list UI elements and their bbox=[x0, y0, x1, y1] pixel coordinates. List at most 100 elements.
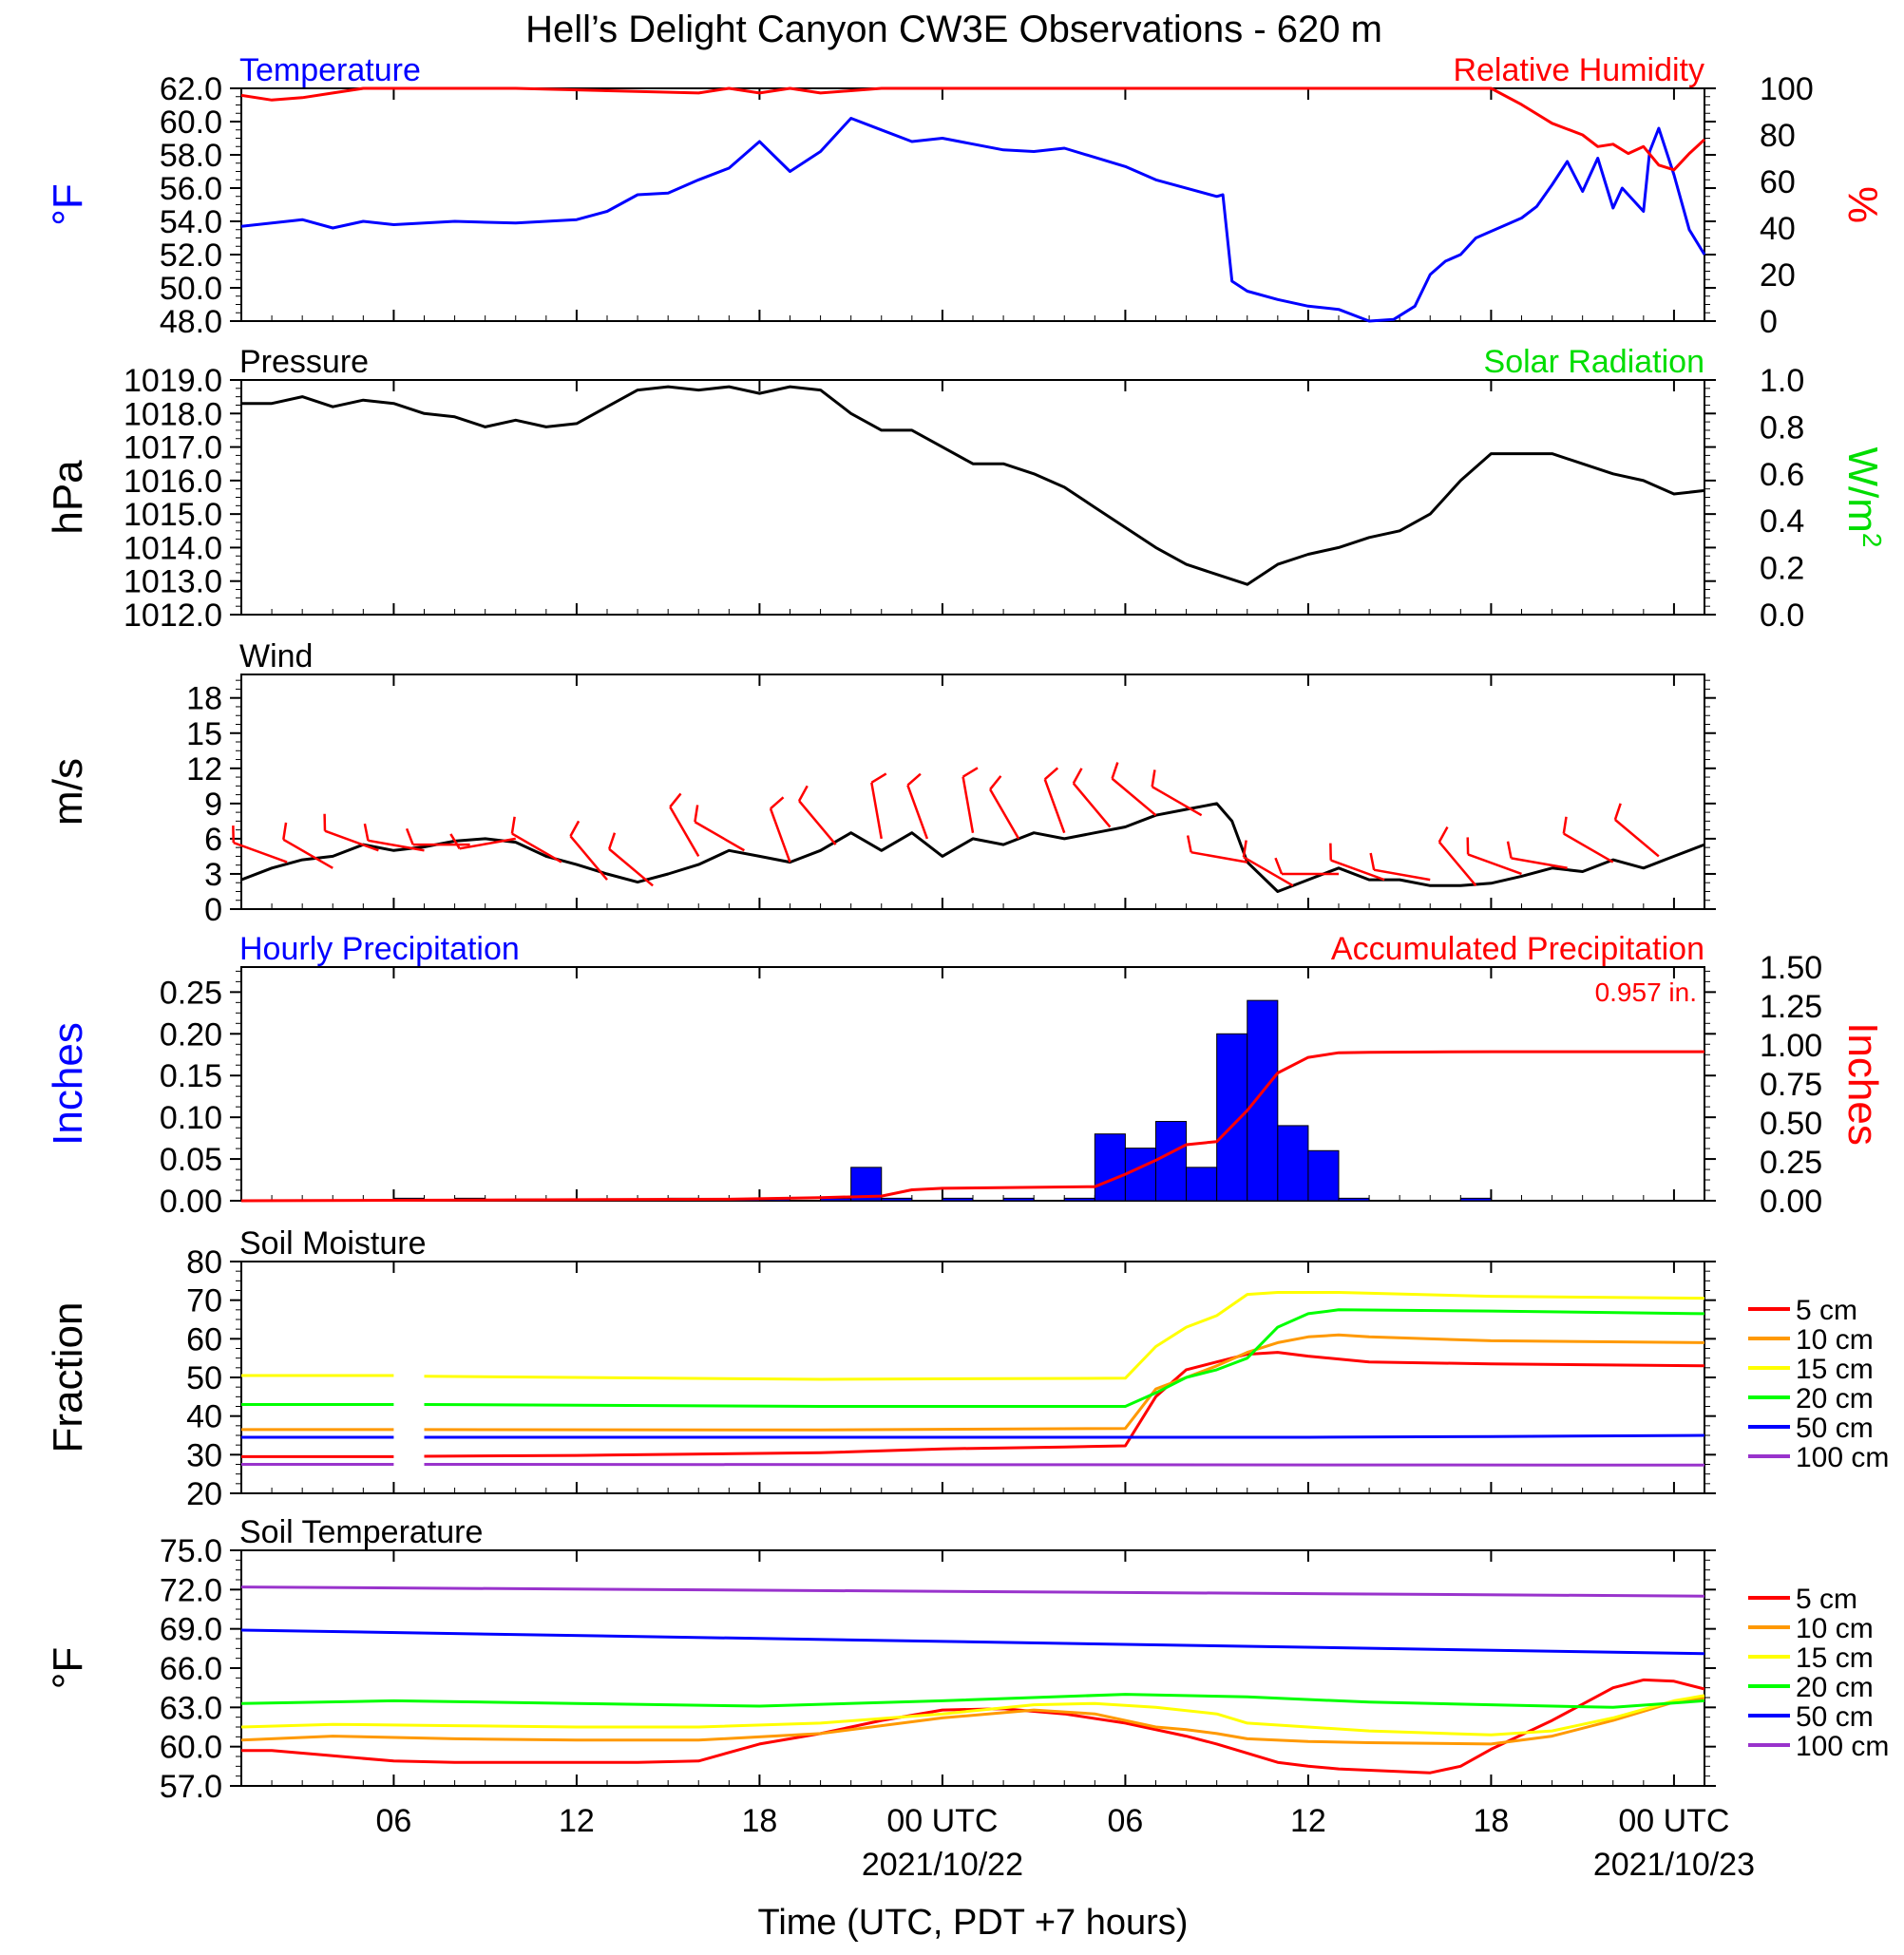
series-line-15-cm bbox=[240, 1694, 1705, 1737]
wind-barb-flag bbox=[870, 772, 887, 784]
wind-barb-flag bbox=[1438, 826, 1449, 843]
y-tick-label: 1013.0 bbox=[124, 564, 222, 600]
y-axis-label: °F bbox=[45, 1647, 91, 1689]
y-tick-label: 6 bbox=[204, 822, 222, 858]
y-tick-label: 63.0 bbox=[160, 1690, 222, 1726]
y-tick-label: 60.0 bbox=[160, 1730, 222, 1766]
wind-barb-flag bbox=[669, 792, 682, 808]
y2-axis-label: W/m2 bbox=[1839, 447, 1888, 548]
y2-tick-label: 1.25 bbox=[1760, 989, 1822, 1025]
x-tick-label: 18 bbox=[1474, 1803, 1510, 1839]
wind-barb-flag bbox=[1613, 803, 1622, 821]
wind-barb bbox=[906, 785, 929, 840]
y-tick-label: 0.05 bbox=[160, 1142, 222, 1178]
wind-barb-flag bbox=[569, 820, 581, 837]
x-tick-label: 06 bbox=[376, 1803, 412, 1839]
y2-tick-label: 1.00 bbox=[1760, 1028, 1822, 1064]
wind-barb bbox=[282, 838, 333, 869]
wind-barb bbox=[798, 800, 837, 845]
y-tick-label: 69.0 bbox=[160, 1612, 222, 1648]
wind-barb bbox=[1511, 857, 1568, 870]
precip-bar bbox=[1155, 1121, 1188, 1202]
plot-frame bbox=[240, 379, 1705, 616]
legend-label: 100 cm bbox=[1796, 1731, 1889, 1762]
y2-tick-label: 0.50 bbox=[1760, 1106, 1822, 1142]
y-tick-label: 3 bbox=[204, 857, 222, 893]
y-tick-label: 50.0 bbox=[160, 271, 222, 307]
y2-axis-label: % bbox=[1839, 186, 1886, 223]
wind-barb-flag bbox=[1562, 816, 1568, 834]
y-axis-label: Fraction bbox=[45, 1302, 91, 1453]
plot-frame bbox=[240, 87, 1705, 322]
legend-label: 50 cm bbox=[1796, 1701, 1874, 1733]
x-tick-label: 12 bbox=[1290, 1803, 1326, 1839]
series-line-5-cm bbox=[241, 1351, 1705, 1458]
precip-bar bbox=[1338, 1197, 1370, 1202]
y2-tick-label: 40 bbox=[1760, 211, 1796, 247]
wind-barb bbox=[1152, 786, 1203, 817]
x-tick-label: 18 bbox=[742, 1803, 778, 1839]
accumulated-precip-line bbox=[240, 1050, 1704, 1203]
y2-tick-label: 0.2 bbox=[1760, 551, 1804, 587]
legend-label: 5 cm bbox=[1796, 1584, 1857, 1615]
x-tick-label: 00 UTC bbox=[1618, 1803, 1729, 1839]
y-tick-label: 1012.0 bbox=[124, 598, 222, 634]
legend-label: 10 cm bbox=[1796, 1324, 1874, 1356]
wind-barb-flag bbox=[906, 772, 922, 787]
series-line-100-cm bbox=[240, 1585, 1705, 1598]
legend-label: 20 cm bbox=[1796, 1672, 1874, 1703]
wind-barb-flag bbox=[797, 785, 809, 802]
wind-barb bbox=[1614, 818, 1660, 858]
wind-barb bbox=[1563, 832, 1614, 864]
y-tick-label: 0.20 bbox=[160, 1016, 222, 1053]
panel-precip: 0.000.050.100.150.200.250.000.250.500.75… bbox=[45, 931, 1886, 1220]
precip-bar bbox=[1124, 1148, 1156, 1202]
x-date-label: 2021/10/22 bbox=[862, 1847, 1023, 1883]
y2-tick-label: 60 bbox=[1760, 164, 1796, 200]
plot-frame bbox=[240, 674, 1705, 910]
y-tick-label: 0.10 bbox=[160, 1100, 222, 1136]
legend-label: 10 cm bbox=[1796, 1613, 1874, 1644]
y-tick-label: 72.0 bbox=[160, 1572, 222, 1608]
y-tick-label: 0.00 bbox=[160, 1184, 222, 1220]
wind-barb-flag bbox=[282, 822, 288, 840]
y-axis-label: °F bbox=[45, 183, 91, 225]
y-tick-label: 20 bbox=[186, 1476, 222, 1512]
y2-tick-label: 80 bbox=[1760, 118, 1796, 154]
series-line-100-cm bbox=[241, 1463, 1705, 1467]
y2-tick-label: 1.0 bbox=[1760, 363, 1804, 399]
panels: 48.050.052.054.056.058.060.062.002040608… bbox=[45, 52, 1889, 1883]
wind-barb bbox=[669, 806, 700, 858]
y-tick-label: 15 bbox=[186, 716, 222, 752]
precip-bar bbox=[1307, 1149, 1340, 1202]
y-tick-label: 40 bbox=[186, 1399, 222, 1435]
y2-tick-label: 0.0 bbox=[1760, 598, 1804, 634]
panel-title-right: Accumulated Precipitation bbox=[1331, 931, 1704, 967]
y2-tick-label: 0.00 bbox=[1760, 1184, 1822, 1220]
wind-barb bbox=[459, 837, 516, 850]
wind-barb bbox=[1072, 782, 1112, 828]
panel-title-left: Wind bbox=[239, 638, 313, 674]
precip-bar bbox=[1216, 1033, 1248, 1202]
x-tick-label: 00 UTC bbox=[886, 1803, 998, 1839]
wind-barb bbox=[368, 839, 425, 852]
series-line-10-cm bbox=[241, 1333, 1705, 1432]
wind-barb bbox=[1373, 868, 1431, 882]
wind-barb bbox=[1111, 777, 1157, 817]
wind-barb-flag bbox=[449, 833, 461, 849]
series-line-50-cm bbox=[240, 1628, 1705, 1656]
y-tick-label: 80 bbox=[186, 1244, 222, 1281]
wind-barb bbox=[769, 807, 791, 864]
x-axis-label: Time (UTC, PDT +7 hours) bbox=[758, 1903, 1189, 1943]
x-date-label: 2021/10/23 bbox=[1593, 1847, 1755, 1883]
x-tick-label: 12 bbox=[559, 1803, 595, 1839]
wind-barb bbox=[1190, 850, 1247, 864]
wind-barb bbox=[1043, 778, 1066, 834]
y-tick-label: 52.0 bbox=[160, 237, 222, 274]
y-tick-label: 18 bbox=[186, 681, 222, 717]
y-axis-label: m/s bbox=[45, 758, 91, 826]
y2-axis-label: Inches bbox=[1839, 1022, 1886, 1146]
figure-title: Hell’s Delight Canyon CW3E Observations … bbox=[525, 9, 1382, 50]
